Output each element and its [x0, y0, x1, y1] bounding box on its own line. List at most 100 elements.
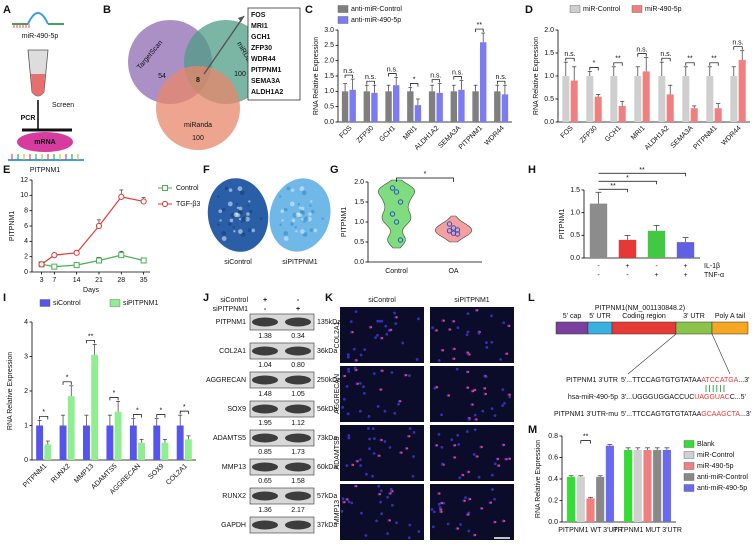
significance-bracket [589, 67, 599, 71]
signal [449, 328, 452, 331]
nucleus [490, 473, 494, 477]
bar [658, 76, 666, 122]
sequence: 3'...UGGGUGGACCUCUAGGUACC...5' [621, 394, 746, 401]
nucleus [473, 413, 477, 417]
significance-bracket [733, 46, 743, 50]
nucleus [371, 474, 374, 478]
nucleus [455, 367, 459, 371]
panel-label: H [528, 164, 536, 176]
y-tick-label: 0 [24, 269, 28, 276]
signal [370, 326, 373, 329]
texture [248, 209, 253, 214]
significance-bracket [179, 410, 189, 415]
significance-bracket [109, 397, 119, 401]
x-axis-label: Days [83, 287, 99, 294]
band-quant: 2.17 [291, 507, 305, 514]
nucleus [372, 452, 376, 455]
texture [247, 204, 250, 207]
significance-label: ** [687, 56, 693, 63]
nucleus [371, 427, 375, 431]
y-tick-label: 0.0 [548, 519, 558, 526]
if-image [430, 425, 514, 481]
nucleus [466, 330, 470, 334]
legend-swatch [683, 451, 695, 459]
significance-label: n.s. [564, 51, 575, 58]
texture [299, 186, 305, 192]
texture [235, 203, 239, 206]
nucleus [430, 508, 434, 511]
signal [442, 319, 445, 322]
signal [467, 513, 470, 516]
nucleus [397, 402, 400, 406]
scale-label: 100μm [491, 530, 513, 537]
blot-band [252, 317, 278, 327]
signal [508, 457, 512, 460]
blot-band [285, 462, 311, 472]
significance-bracket [580, 440, 591, 444]
blot-band [252, 346, 278, 356]
bar [589, 203, 608, 258]
bar [643, 449, 652, 522]
significance-label: * [593, 60, 596, 67]
texture [310, 200, 313, 203]
texture [221, 236, 227, 241]
column-label: siControl [368, 297, 396, 304]
nucleus [465, 430, 469, 433]
nucleus [379, 489, 383, 493]
nucleus [408, 374, 411, 377]
legend-label: anti-miR-Control [351, 6, 402, 13]
y-tick-label: 0.5 [570, 232, 580, 239]
signal [505, 458, 508, 461]
signal [436, 386, 439, 389]
data-point [397, 237, 404, 243]
y-axis-label: RNA Relative Expression [313, 37, 320, 115]
legend-label: miR-490-5p [697, 463, 734, 470]
signal [343, 501, 346, 504]
nucleus [365, 472, 368, 476]
x-tick-label: 14 [73, 277, 81, 284]
nucleus [477, 331, 481, 335]
band-size: 60kDa [317, 464, 337, 471]
nucleus [412, 455, 415, 458]
band-name: PITPNM1 [216, 319, 246, 326]
texture [286, 186, 291, 191]
bar [36, 425, 44, 460]
signal [474, 388, 477, 392]
legend-swatch [109, 299, 121, 307]
y-tick-label: 4 [24, 238, 28, 245]
condition-sign: + [654, 272, 658, 279]
nucleus [431, 326, 434, 330]
nucleus [378, 319, 382, 323]
y-tick-label: 1 [24, 422, 28, 429]
blot-band [252, 462, 278, 472]
texture [310, 209, 315, 214]
signal [440, 510, 443, 513]
texture [247, 228, 252, 232]
gene-region [675, 321, 713, 335]
legend-label: miR-490-5p [645, 6, 682, 13]
nucleus [347, 436, 351, 440]
image-label: siControl [224, 259, 252, 266]
band-name: ADAMTS5 [213, 435, 246, 442]
data-point [446, 221, 453, 227]
blot-band [252, 433, 278, 443]
y-axis-label: PITPNM1 [559, 209, 566, 239]
panel-label: G [330, 164, 339, 176]
significance-bracket [475, 28, 484, 33]
nucleus [493, 414, 497, 417]
condition-sign: - [264, 306, 267, 313]
signal [408, 435, 411, 438]
significance-bracket [431, 79, 441, 83]
significance-label: ** [583, 433, 589, 440]
bar [570, 80, 578, 122]
row-label: MMP13 [334, 500, 341, 524]
band-size: 135kDa [317, 319, 341, 326]
texture [321, 217, 324, 220]
sequence-part: ATCCATGA [701, 377, 738, 384]
bar [114, 411, 122, 460]
bar [436, 92, 443, 122]
bar [458, 89, 465, 122]
blot-band [285, 491, 311, 501]
callout-arrowhead [238, 16, 244, 22]
significance-label: ** [639, 167, 645, 174]
